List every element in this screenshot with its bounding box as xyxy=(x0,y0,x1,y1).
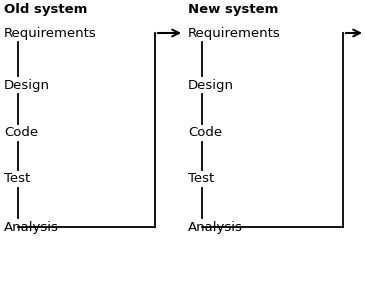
Text: Requirements: Requirements xyxy=(188,26,281,40)
Text: New system: New system xyxy=(188,3,278,16)
Text: Code: Code xyxy=(4,126,38,139)
Text: Requirements: Requirements xyxy=(4,26,97,40)
Text: Test: Test xyxy=(188,173,214,185)
Text: Old system: Old system xyxy=(4,3,87,16)
Text: Code: Code xyxy=(188,126,222,139)
Text: Design: Design xyxy=(4,78,50,92)
Text: Test: Test xyxy=(4,173,30,185)
Text: Design: Design xyxy=(188,78,234,92)
Text: Analysis: Analysis xyxy=(188,221,243,234)
Text: Analysis: Analysis xyxy=(4,221,59,234)
